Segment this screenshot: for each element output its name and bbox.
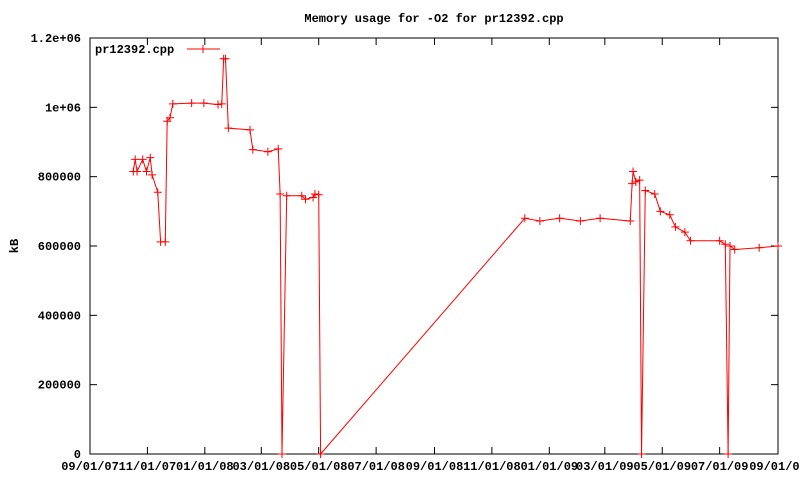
- point-marker: [715, 236, 724, 245]
- x-tick-label: 01/01/09: [520, 460, 578, 474]
- point-marker: [755, 243, 764, 252]
- x-tick-label: 11/01/07: [119, 460, 177, 474]
- point-marker: [635, 176, 644, 185]
- x-tick-label: 05/01/08: [290, 460, 348, 474]
- data-line: [132, 58, 779, 456]
- x-tick-label: 01/01/08: [176, 460, 234, 474]
- x-tick-label: 09/01/09: [749, 460, 800, 474]
- point-marker: [153, 188, 162, 197]
- point-marker: [217, 99, 226, 108]
- y-tick-label: 1.2e+06: [31, 32, 81, 46]
- point-marker: [246, 125, 254, 134]
- point-marker: [310, 190, 319, 198]
- y-tick-label: 200000: [38, 379, 81, 393]
- point-marker: [535, 217, 544, 226]
- point-marker: [274, 144, 283, 153]
- legend-label: pr12392.cpp: [95, 43, 174, 57]
- point-marker: [520, 214, 529, 223]
- x-tick-label: 09/01/08: [406, 460, 464, 474]
- point-marker: [626, 217, 635, 226]
- y-tick-label: 1e+06: [45, 101, 81, 115]
- point-marker: [309, 193, 318, 202]
- point-marker: [596, 214, 605, 223]
- y-tick-label: 800000: [38, 171, 81, 185]
- point-marker: [629, 167, 638, 176]
- x-tick-label: 09/01/07: [61, 460, 119, 474]
- point-marker: [301, 195, 310, 204]
- point-marker: [686, 236, 695, 245]
- point-marker: [161, 237, 170, 246]
- x-tick-label: 07/01/08: [347, 460, 405, 474]
- point-marker: [263, 147, 272, 156]
- point-marker: [221, 54, 230, 63]
- point-marker: [224, 124, 233, 133]
- point-marker: [721, 240, 730, 249]
- point-marker: [133, 167, 142, 176]
- point-marker: [631, 177, 640, 186]
- point-marker: [628, 179, 637, 188]
- point-marker: [187, 99, 196, 108]
- point-marker: [282, 191, 291, 200]
- y-tick-label: 600000: [38, 240, 81, 254]
- legend-marker: [199, 45, 207, 53]
- point-marker: [214, 100, 222, 109]
- x-tick-label: 03/01/09: [576, 460, 634, 474]
- chart-title: Memory usage for -O2 for pr12392.cpp: [304, 12, 563, 26]
- point-marker: [650, 190, 659, 198]
- x-tick-label: 07/01/09: [691, 460, 749, 474]
- point-marker: [730, 245, 739, 254]
- x-tick-label: 11/01/08: [463, 460, 521, 474]
- point-marker: [641, 186, 650, 195]
- point-marker: [142, 167, 151, 176]
- point-marker: [168, 99, 177, 108]
- point-marker: [665, 210, 674, 219]
- point-marker: [297, 191, 306, 200]
- y-axis-label: kB: [8, 239, 22, 253]
- point-marker: [316, 450, 325, 458]
- point-marker: [146, 153, 155, 162]
- point-marker: [637, 450, 646, 458]
- point-marker: [248, 145, 257, 154]
- x-tick-label: 03/01/08: [232, 460, 290, 474]
- point-marker: [555, 214, 564, 223]
- point-marker: [680, 228, 689, 237]
- point-marker: [148, 170, 157, 179]
- point-marker: [278, 450, 286, 458]
- point-marker: [774, 242, 782, 250]
- point-marker: [314, 190, 323, 199]
- point-marker: [724, 450, 733, 458]
- point-marker: [131, 155, 140, 164]
- point-marker: [671, 222, 680, 231]
- point-marker: [199, 99, 208, 108]
- point-marker: [166, 113, 174, 122]
- point-marker: [726, 242, 734, 250]
- y-tick-label: 400000: [38, 309, 81, 323]
- x-tick-label: 05/01/09: [633, 460, 691, 474]
- y-tick-label: 0: [74, 448, 81, 462]
- point-marker: [576, 217, 585, 226]
- point-marker: [276, 190, 285, 198]
- point-marker: [656, 207, 665, 216]
- point-marker: [138, 155, 147, 164]
